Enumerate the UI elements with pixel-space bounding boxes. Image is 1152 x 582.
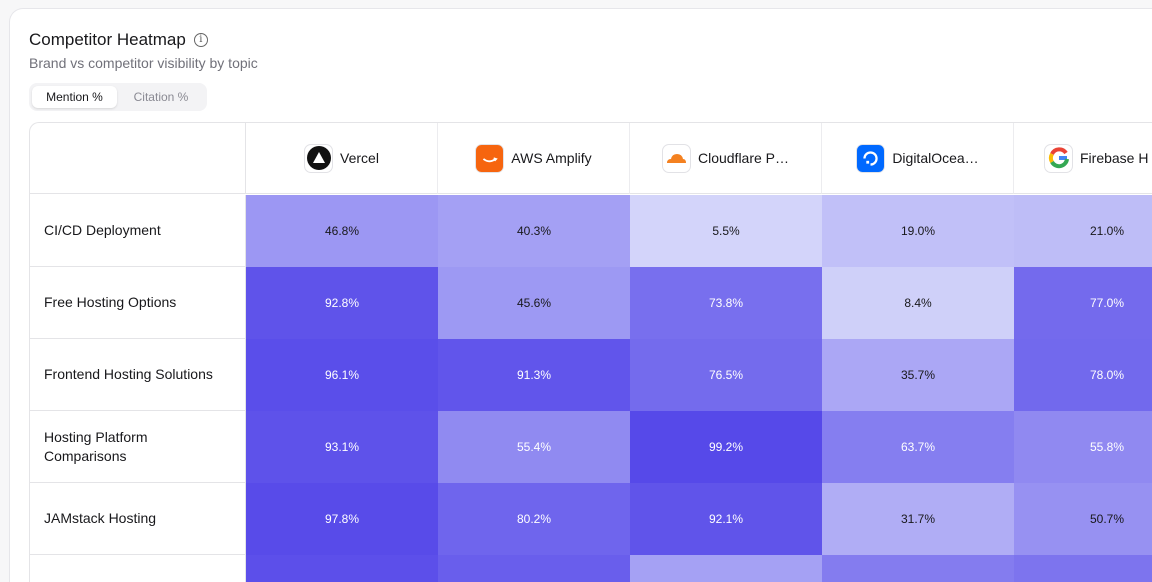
heatmap-cell[interactable]: 31.7% xyxy=(822,483,1014,555)
heatmap-table: Vercel AWS Amplify Cloudflare P… DigitalOce… xyxy=(29,122,1152,582)
heatmap-cell[interactable]: 77.0% xyxy=(1014,267,1152,339)
column-header-firebase-google-logo[interactable]: Firebase H xyxy=(1014,123,1152,194)
row-label xyxy=(30,555,246,582)
corner-header-cell xyxy=(30,123,246,194)
heatmap-cell[interactable]: 40.3% xyxy=(438,195,630,267)
heatmap-cell[interactable] xyxy=(246,555,438,582)
heatmap-cell[interactable]: 55.4% xyxy=(438,411,630,483)
aws-logo-icon xyxy=(475,143,505,173)
row-label: JAMstack Hosting xyxy=(30,483,246,555)
competitor-name: Firebase H xyxy=(1080,150,1149,166)
column-header-cloudflare-logo[interactable]: Cloudflare P… xyxy=(630,123,822,194)
row-label: Hosting Platform Comparisons xyxy=(30,411,246,483)
card-header: Competitor Heatmap i xyxy=(29,30,208,50)
heatmap-cell[interactable]: 19.0% xyxy=(822,195,1014,267)
heatmap-cell[interactable]: 76.5% xyxy=(630,339,822,411)
competitor-name: Vercel xyxy=(340,150,379,166)
digitalocean-logo-icon xyxy=(856,143,886,173)
heatmap-cell[interactable]: 91.3% xyxy=(438,339,630,411)
heatmap-cell[interactable]: 99.2% xyxy=(630,411,822,483)
heatmap-cell[interactable]: 46.8% xyxy=(246,195,438,267)
heatmap-cell[interactable] xyxy=(822,555,1014,582)
column-header-vercel-logo[interactable]: Vercel xyxy=(246,123,438,194)
competitor-name: DigitalOcea… xyxy=(892,150,979,166)
heatmap-cell[interactable]: 80.2% xyxy=(438,483,630,555)
heatmap-cell[interactable]: 92.8% xyxy=(246,267,438,339)
heatmap-cell[interactable]: 96.1% xyxy=(246,339,438,411)
competitor-name: Cloudflare P… xyxy=(697,150,790,166)
citation-toggle-button[interactable]: Citation % xyxy=(133,90,189,104)
heatmap-cell[interactable]: 97.8% xyxy=(246,483,438,555)
column-header-aws-logo[interactable]: AWS Amplify xyxy=(438,123,630,194)
row-label: Free Hosting Options xyxy=(30,267,246,339)
row-label: Frontend Hosting Solutions xyxy=(30,339,246,411)
heatmap-cell[interactable]: 55.8% xyxy=(1014,411,1152,483)
row-label: CI/CD Deployment xyxy=(30,195,246,267)
heatmap-cell[interactable]: 78.0% xyxy=(1014,339,1152,411)
card-title: Competitor Heatmap xyxy=(29,30,186,49)
heatmap-cell[interactable]: 50.7% xyxy=(1014,483,1152,555)
heatmap-cell[interactable]: 21.0% xyxy=(1014,195,1152,267)
cloudflare-logo-icon xyxy=(661,143,691,173)
competitor-name: AWS Amplify xyxy=(511,150,592,166)
heatmap-cell[interactable]: 63.7% xyxy=(822,411,1014,483)
heatmap-cell[interactable]: 73.8% xyxy=(630,267,822,339)
info-icon[interactable]: i xyxy=(193,33,208,47)
metric-toggle: Mention % Citation % xyxy=(29,83,207,111)
heatmap-cell[interactable]: 93.1% xyxy=(246,411,438,483)
heatmap-cell[interactable]: 8.4% xyxy=(822,267,1014,339)
heatmap-cell[interactable]: 45.6% xyxy=(438,267,630,339)
heatmap-cell[interactable]: 5.5% xyxy=(630,195,822,267)
heatmap-cell[interactable] xyxy=(438,555,630,582)
heatmap-cell[interactable] xyxy=(630,555,822,582)
vercel-logo-icon xyxy=(304,143,334,173)
firebase-google-logo-icon xyxy=(1044,143,1073,173)
card-subtitle: Brand vs competitor visibility by topic xyxy=(29,55,258,71)
heatmap-cell[interactable]: 35.7% xyxy=(822,339,1014,411)
mention-toggle-button[interactable]: Mention % xyxy=(32,86,117,108)
column-header-digitalocean-logo[interactable]: DigitalOcea… xyxy=(822,123,1014,194)
heatmap-cell[interactable]: 92.1% xyxy=(630,483,822,555)
heatmap-cell[interactable] xyxy=(1014,555,1152,582)
